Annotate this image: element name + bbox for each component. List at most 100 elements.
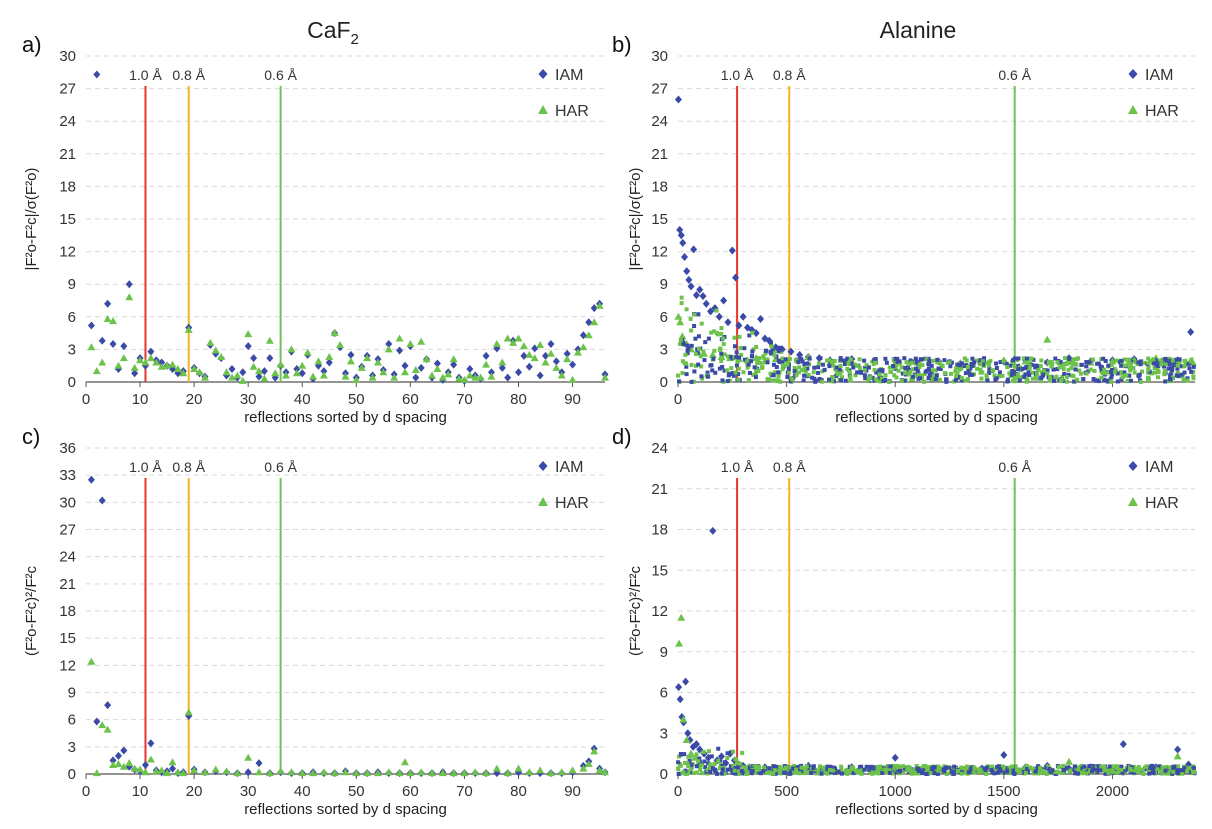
data-point <box>1161 364 1166 369</box>
data-point <box>492 764 501 772</box>
data-point <box>563 355 572 363</box>
y-tick-label: 9 <box>68 685 76 702</box>
data-point <box>978 767 983 772</box>
data-point <box>98 721 107 729</box>
y-axis-label: |F²o-F²c|/σ(F²o) <box>23 168 40 271</box>
data-point <box>1106 768 1111 773</box>
legend-marker-har <box>538 497 548 506</box>
data-point <box>514 764 523 772</box>
data-point <box>1115 379 1120 384</box>
resolution-label: 1.0 Å <box>721 67 754 83</box>
data-point <box>706 336 711 341</box>
data-point <box>791 764 796 769</box>
data-point <box>919 373 924 378</box>
data-point <box>944 377 949 382</box>
data-point <box>114 760 123 768</box>
data-point <box>552 363 561 371</box>
data-point <box>1065 757 1074 765</box>
data-point <box>794 769 799 774</box>
data-point <box>720 767 725 772</box>
data-point <box>959 361 964 366</box>
data-point <box>929 363 934 368</box>
data-point <box>417 363 425 372</box>
data-point <box>838 364 843 369</box>
data-point <box>1124 373 1129 378</box>
y-tick-label: 27 <box>59 522 76 539</box>
data-point <box>1055 360 1060 365</box>
data-point <box>1012 771 1017 776</box>
data-point <box>926 376 931 381</box>
data-point <box>810 375 815 380</box>
data-point <box>751 347 756 352</box>
data-point <box>406 339 415 347</box>
data-point <box>141 768 150 776</box>
x-tick-label: 60 <box>402 783 419 800</box>
data-point <box>772 768 777 773</box>
legend-marker-iam <box>538 69 548 79</box>
data-point <box>685 761 690 766</box>
data-point <box>994 366 999 371</box>
data-point <box>852 362 857 367</box>
data-point <box>411 366 420 374</box>
data-point <box>737 334 742 339</box>
data-point <box>1151 357 1156 362</box>
legend: IAM HAR <box>1128 459 1179 512</box>
data-point <box>721 342 726 347</box>
data-point <box>725 354 730 359</box>
data-point <box>836 769 841 774</box>
resolution-label: 0.8 Å <box>172 459 205 475</box>
data-point <box>136 356 145 364</box>
data-point <box>980 359 985 364</box>
data-point <box>585 318 593 327</box>
data-point <box>1016 367 1021 372</box>
data-point <box>767 377 772 382</box>
data-point <box>978 358 983 363</box>
data-point <box>965 364 970 369</box>
data-point <box>298 361 307 369</box>
data-point <box>504 373 512 382</box>
data-point <box>1189 369 1194 374</box>
data-point <box>1099 764 1104 769</box>
data-point <box>1033 769 1038 774</box>
data-point <box>994 376 999 381</box>
y-tick-label: 0 <box>68 766 76 783</box>
data-point <box>718 758 723 763</box>
data-point <box>715 332 720 337</box>
data-point <box>829 379 834 384</box>
data-point <box>1136 360 1141 365</box>
resolution-label: 0.8 Å <box>773 459 806 475</box>
data-point <box>970 372 975 377</box>
y-axis-label: |F²o-F²c|/σ(F²o) <box>627 168 644 271</box>
data-point <box>87 475 95 484</box>
data-point <box>677 231 685 240</box>
data-point <box>498 363 506 372</box>
data-point <box>732 768 737 773</box>
data-point <box>1041 368 1046 373</box>
data-point <box>92 367 101 375</box>
data-point <box>992 771 997 776</box>
data-point <box>956 374 961 379</box>
y-axis-label: (F²o-F²c)²/F²c <box>23 566 40 656</box>
data-point <box>728 764 733 769</box>
data-point <box>749 771 754 776</box>
data-point <box>907 765 912 770</box>
data-point <box>685 343 690 348</box>
data-point <box>911 367 916 372</box>
data-point <box>1007 768 1012 773</box>
data-point <box>1038 363 1043 368</box>
data-point <box>719 356 724 361</box>
data-point <box>851 365 856 370</box>
data-point <box>717 366 722 371</box>
data-point <box>713 768 718 773</box>
data-point <box>715 771 720 776</box>
data-point <box>482 769 491 777</box>
data-point <box>693 363 698 368</box>
data-point <box>860 768 865 773</box>
data-point <box>1098 768 1103 773</box>
data-point <box>1012 356 1017 361</box>
data-point <box>455 374 464 382</box>
data-point <box>1035 372 1040 377</box>
y-tick-label: 24 <box>651 440 668 457</box>
data-point <box>1010 764 1015 769</box>
data-point <box>1179 364 1184 369</box>
